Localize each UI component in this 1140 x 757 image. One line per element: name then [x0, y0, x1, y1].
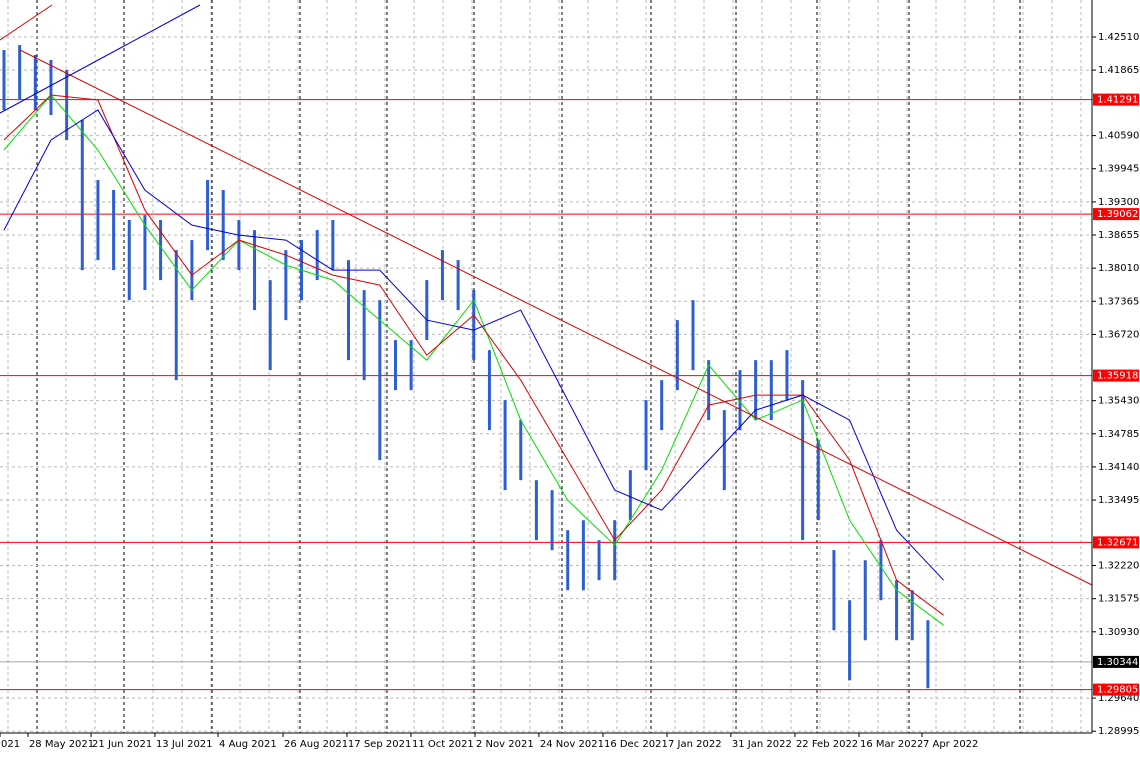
level-label: 1.39062 [1097, 209, 1138, 220]
y-tick-label: 1.34785 [1098, 429, 1139, 440]
x-tick-label: 24 Nov 2021 [540, 739, 604, 750]
last-price-label: 1.30344 [1097, 657, 1138, 668]
moving-averages [3, 94, 944, 626]
x-tick-label: 11 Oct 2021 [412, 739, 474, 750]
y-tick-label: 1.30930 [1098, 627, 1139, 638]
y-tick-label: 1.39945 [1098, 164, 1139, 175]
moving-average [3, 94, 944, 616]
trend-line [0, 4, 201, 114]
y-tick-label: 1.40590 [1098, 131, 1139, 142]
trend-line [0, 4, 53, 41]
x-tick-label: 31 Jan 2022 [732, 739, 792, 750]
level-label: 1.32671 [1097, 537, 1138, 548]
trend-line [19, 49, 1093, 586]
level-tag [1093, 208, 1139, 221]
level-tag [1093, 536, 1139, 549]
y-tick-label: 1.29640 [1098, 693, 1139, 704]
y-tick-label: 1.37365 [1098, 296, 1139, 307]
level-tag [1093, 369, 1139, 382]
x-tick-label: 21 Jun 2021 [92, 739, 152, 750]
time-axis-area [0, 733, 1140, 757]
y-tick-label: 1.33495 [1098, 495, 1139, 506]
moving-average [3, 109, 944, 581]
y-tick-label: 1.41865 [1098, 65, 1139, 76]
y-tick-label: 1.31575 [1098, 594, 1139, 605]
x-tick-label: 2 Nov 2021 [476, 739, 534, 750]
x-tick-label: 26 Aug 2021 [284, 739, 348, 750]
x-tick-label: 22 Feb 2022 [796, 739, 858, 750]
last-price-tag [1093, 655, 1139, 668]
level-label: 1.41291 [1097, 95, 1138, 106]
moving-average [3, 94, 944, 626]
y-tick-label: 1.38010 [1098, 263, 1139, 274]
y-tick-label: 1.36720 [1098, 329, 1139, 340]
y-tick-label: 1.38655 [1098, 230, 1139, 241]
level-tag [1093, 93, 1139, 106]
x-tick-label: 7 Apr 2022 [923, 739, 978, 750]
x-tick-label: 16 Dec 2021 [604, 739, 668, 750]
y-tick-label: 1.42510 [1098, 32, 1139, 43]
price-bars [2, 44, 930, 689]
levels [0, 99, 1092, 691]
y-tick-label: 1.35430 [1098, 396, 1139, 407]
axes: 1.42510 1.41865 1.40590 1.39945 1.39300 1.386… [0, 32, 1139, 750]
x-tick-label: 13 Jul 2021 [156, 739, 213, 750]
x-tick-label: 021 [1, 739, 20, 750]
y-tick-label: 1.34140 [1098, 462, 1139, 473]
grid [0, 0, 1092, 733]
level-label: 1.29805 [1097, 685, 1138, 696]
x-tick-label: 16 Mar 2022 [860, 739, 923, 750]
y-tick-label: 1.39300 [1098, 197, 1139, 208]
x-tick-label: 17 Sep 2021 [348, 739, 411, 750]
x-tick-label: 28 May 2021 [29, 739, 94, 750]
y-tick-label: 1.28995 [1098, 726, 1139, 737]
y-tick-label: 1.32220 [1098, 561, 1139, 572]
level-tag [1093, 683, 1139, 696]
x-tick-label: 4 Aug 2021 [219, 739, 277, 750]
x-tick-label: 7 Jan 2022 [668, 739, 722, 750]
level-label: 1.35918 [1097, 371, 1138, 382]
